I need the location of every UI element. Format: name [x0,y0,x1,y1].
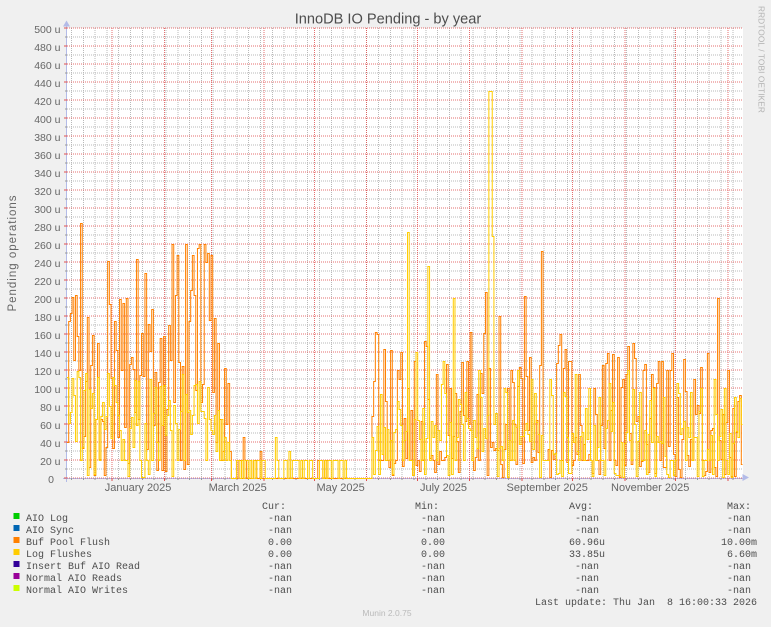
svg-text:March 2025: March 2025 [209,482,267,494]
svg-text:Min:: Min: [415,501,439,513]
svg-text:0.00: 0.00 [268,538,292,549]
svg-text:300 u: 300 u [34,204,60,216]
svg-text:-nan: -nan [575,514,599,525]
svg-text:33.85u: 33.85u [569,550,605,561]
svg-text:-nan: -nan [268,586,292,597]
svg-text:-nan: -nan [421,574,445,585]
svg-text:AIO Sync: AIO Sync [26,526,74,537]
svg-text:-nan: -nan [268,562,292,573]
svg-text:480 u: 480 u [34,42,60,54]
svg-text:240 u: 240 u [34,258,60,270]
svg-text:340 u: 340 u [34,168,60,180]
svg-text:10.00m: 10.00m [721,538,757,549]
svg-text:-nan: -nan [421,562,445,573]
svg-text:400 u: 400 u [34,114,60,126]
svg-text:320 u: 320 u [34,186,60,198]
svg-text:180 u: 180 u [34,312,60,324]
svg-text:0.00: 0.00 [421,550,445,561]
svg-text:-nan: -nan [727,586,751,597]
svg-text:-nan: -nan [421,526,445,537]
svg-text:0.00: 0.00 [421,538,445,549]
svg-text:-nan: -nan [727,526,751,537]
svg-text:May 2025: May 2025 [316,482,364,494]
svg-text:RRDTOOL / TOBI OETIKER: RRDTOOL / TOBI OETIKER [757,6,767,113]
svg-text:60.96u: 60.96u [569,538,605,549]
svg-text:November 2025: November 2025 [611,482,689,494]
svg-text:260 u: 260 u [34,240,60,252]
svg-text:Log Flushes: Log Flushes [26,549,92,561]
svg-text:6.60m: 6.60m [727,550,757,561]
svg-text:July 2025: July 2025 [420,482,467,494]
svg-text:-nan: -nan [575,574,599,585]
svg-text:380 u: 380 u [34,132,60,144]
svg-text:160 u: 160 u [34,330,60,342]
svg-text:-nan: -nan [421,514,445,525]
svg-text:-nan: -nan [575,562,599,573]
svg-text:280 u: 280 u [34,222,60,234]
svg-text:Munin 2.0.75: Munin 2.0.75 [362,608,411,618]
svg-text:Max:: Max: [727,502,751,513]
svg-text:-nan: -nan [727,574,751,585]
svg-text:Avg:: Avg: [569,502,593,513]
svg-text:Normal AIO Writes: Normal AIO Writes [26,585,128,597]
svg-text:100 u: 100 u [34,384,60,396]
svg-text:-nan: -nan [268,526,292,537]
svg-text:140 u: 140 u [34,348,60,360]
svg-text:440 u: 440 u [34,78,60,90]
svg-text:0: 0 [48,474,54,486]
svg-text:January 2025: January 2025 [105,482,172,494]
svg-text:Cur:: Cur: [262,502,286,513]
svg-text:-nan: -nan [421,586,445,597]
svg-text:Insert Buf AIO Read: Insert Buf AIO Read [26,561,140,573]
svg-text:Buf Pool Flush: Buf Pool Flush [26,537,110,549]
svg-text:220 u: 220 u [34,276,60,288]
svg-text:0.00: 0.00 [268,550,292,561]
svg-text:40 u: 40 u [40,438,61,450]
svg-text:-nan: -nan [727,562,751,573]
svg-text:20 u: 20 u [40,456,61,468]
svg-text:360 u: 360 u [34,150,60,162]
svg-text:-nan: -nan [268,514,292,525]
svg-text:120 u: 120 u [34,366,60,378]
svg-text:60 u: 60 u [40,420,61,432]
svg-text:Last update: Thu Jan 8 16:00:: Last update: Thu Jan 8 16:00:33 2026 [535,597,757,609]
svg-text:September 2025: September 2025 [507,482,588,494]
svg-text:InnoDB IO Pending - by year: InnoDB IO Pending - by year [295,12,482,28]
svg-text:Normal AIO Reads: Normal AIO Reads [26,573,122,585]
svg-text:500 u: 500 u [34,24,60,36]
svg-text:AIO Log: AIO Log [26,514,68,525]
svg-text:-nan: -nan [575,526,599,537]
svg-text:-nan: -nan [575,586,599,597]
svg-text:-nan: -nan [268,574,292,585]
svg-text:80 u: 80 u [40,402,61,414]
svg-text:-nan: -nan [727,514,751,525]
svg-text:460 u: 460 u [34,60,60,72]
svg-text:420 u: 420 u [34,96,60,108]
svg-text:200 u: 200 u [34,294,60,306]
svg-text:Pending operations: Pending operations [7,194,19,311]
